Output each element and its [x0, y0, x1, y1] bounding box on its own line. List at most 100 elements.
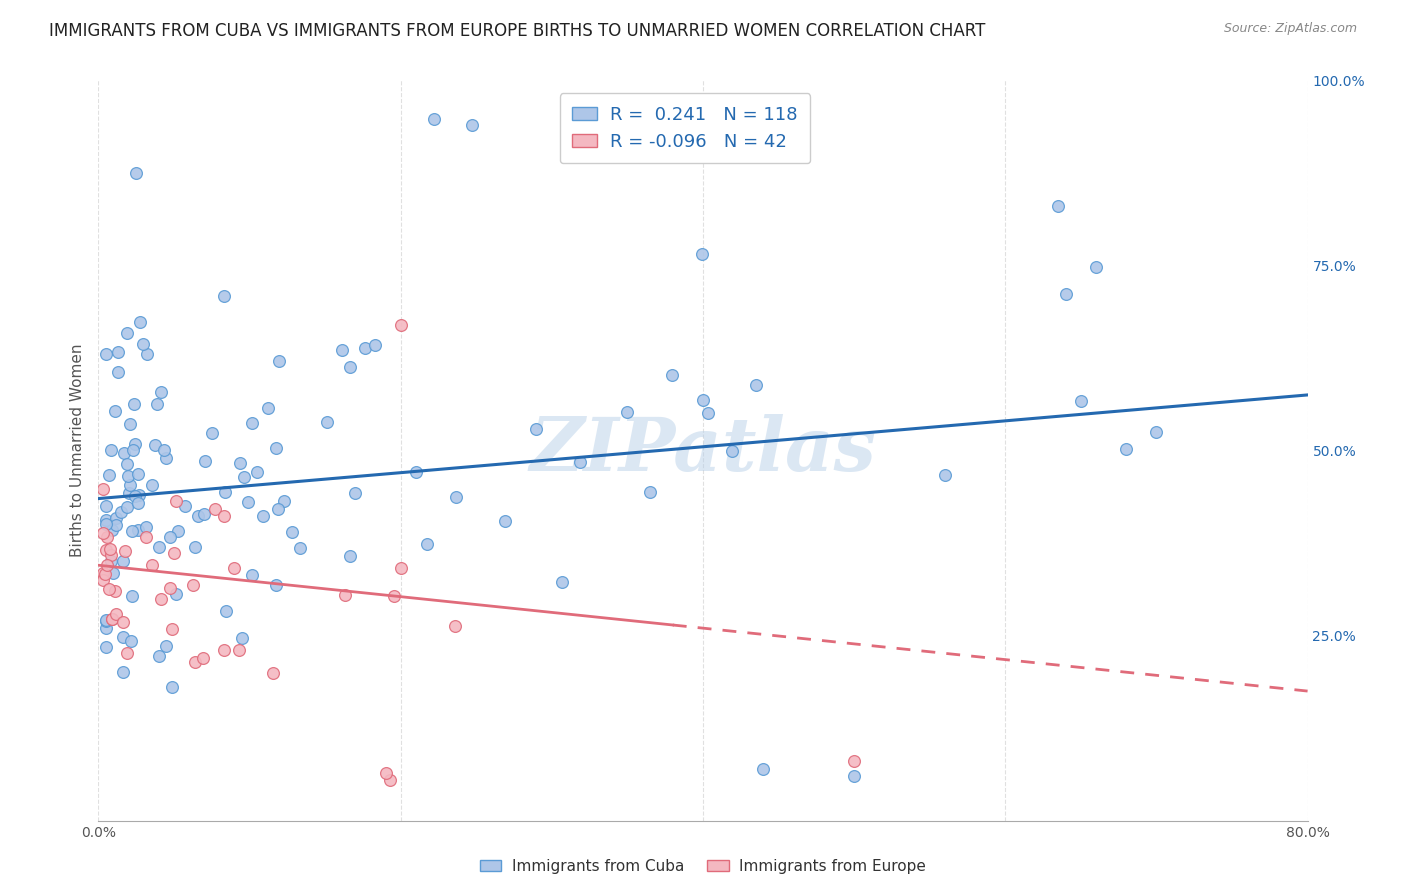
Point [551, 574, 574, 589]
Point [330, 343, 353, 357]
Point [343, 486, 366, 500]
Point [1144, 425, 1167, 440]
Point [100, 554, 122, 568]
Point [124, 488, 146, 502]
Text: Source: ZipAtlas.com: Source: ZipAtlas.com [1223, 22, 1357, 36]
Point [389, 318, 412, 332]
Point [661, 368, 683, 383]
Point [423, 112, 446, 126]
Point [181, 577, 204, 591]
Point [127, 467, 149, 481]
Point [100, 548, 122, 562]
Point [214, 484, 236, 499]
Point [1334, 236, 1357, 251]
Point [94, 615, 117, 629]
Point [101, 612, 124, 626]
Point [212, 643, 235, 657]
Point [96, 530, 118, 544]
Point [120, 478, 142, 492]
Point [91, 574, 114, 588]
Point [229, 456, 252, 470]
Point [94, 621, 117, 635]
Point [193, 507, 215, 521]
Point [173, 499, 195, 513]
Point [112, 446, 135, 460]
Point [212, 509, 235, 524]
Point [191, 650, 214, 665]
Point [118, 486, 141, 500]
Point [934, 467, 956, 482]
Point [1115, 442, 1137, 457]
Point [148, 540, 170, 554]
Point [117, 468, 139, 483]
Point [231, 631, 253, 645]
Point [200, 426, 222, 441]
Point [94, 517, 117, 532]
Point [690, 247, 713, 261]
Point [148, 648, 170, 663]
Point [267, 501, 290, 516]
Point [146, 397, 169, 411]
Point [115, 646, 138, 660]
Point [228, 642, 250, 657]
Legend: R =  0.241   N = 118, R = -0.096   N = 42: R = 0.241 N = 118, R = -0.096 N = 42 [560, 93, 810, 163]
Point [257, 401, 280, 415]
Point [446, 490, 468, 504]
Point [692, 392, 714, 407]
Point [378, 772, 401, 787]
Y-axis label: Births to Unmarried Women: Births to Unmarried Women [69, 343, 84, 558]
Point [143, 438, 166, 452]
Point [94, 566, 117, 581]
Point [125, 166, 148, 180]
Point [267, 353, 290, 368]
Point [94, 613, 117, 627]
Point [167, 524, 190, 539]
Point [155, 640, 177, 654]
Point [97, 467, 120, 482]
Point [353, 341, 375, 355]
Point [129, 315, 152, 329]
Point [252, 508, 274, 523]
Point [224, 561, 246, 575]
Point [494, 514, 516, 528]
Point [150, 384, 173, 399]
Point [1085, 260, 1108, 274]
Point [96, 558, 118, 573]
Point [120, 634, 142, 648]
Point [264, 578, 287, 592]
Point [339, 549, 361, 563]
Point [382, 589, 405, 603]
Point [98, 542, 121, 557]
Point [416, 537, 439, 551]
Point [204, 501, 226, 516]
Point [273, 493, 295, 508]
Point [339, 359, 361, 374]
Point [212, 289, 235, 303]
Point [114, 544, 136, 558]
Point [122, 397, 145, 411]
Point [120, 417, 142, 432]
Point [524, 422, 547, 436]
Point [155, 451, 177, 466]
Point [159, 581, 181, 595]
Point [107, 365, 129, 379]
Point [184, 656, 207, 670]
Point [128, 488, 150, 502]
Legend: Immigrants from Cuba, Immigrants from Europe: Immigrants from Cuba, Immigrants from Eu… [474, 853, 932, 880]
Point [141, 478, 163, 492]
Point [290, 541, 312, 556]
Point [389, 560, 412, 574]
Point [405, 466, 427, 480]
Point [1047, 199, 1070, 213]
Point [111, 553, 134, 567]
Point [375, 765, 398, 780]
Point [364, 337, 387, 351]
Text: IMMIGRANTS FROM CUBA VS IMMIGRANTS FROM EUROPE BIRTHS TO UNMARRIED WOMEN CORRELA: IMMIGRANTS FROM CUBA VS IMMIGRANTS FROM … [49, 22, 986, 40]
Point [160, 622, 183, 636]
Point [127, 496, 149, 510]
Point [110, 505, 132, 519]
Point [136, 347, 159, 361]
Point [744, 377, 766, 392]
Point [214, 604, 236, 618]
Point [101, 566, 124, 581]
